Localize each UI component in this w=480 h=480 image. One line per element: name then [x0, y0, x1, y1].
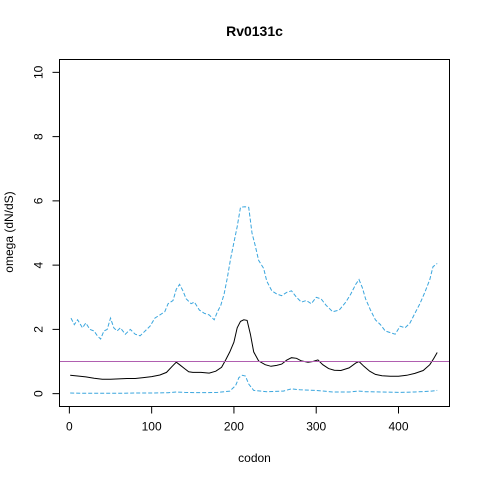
series-line-estimate [70, 319, 438, 380]
x-axis: 0 100 200 300 400 [66, 406, 409, 434]
x-tick-label: 0 [66, 420, 73, 434]
plot-area [59, 59, 450, 407]
x-tick-label: 200 [224, 420, 244, 434]
y-tick-label: 0 [32, 390, 46, 397]
series-line-lower [70, 374, 438, 394]
series-layer [70, 206, 438, 394]
x-tick-label: 400 [388, 420, 408, 434]
y-axis-label: omega (dN/dS) [2, 191, 16, 272]
y-tick-label: 8 [32, 133, 46, 140]
y-tick-label: 6 [32, 197, 46, 204]
series-line-upper [70, 206, 438, 340]
x-tick-label: 100 [142, 420, 162, 434]
y-axis: 0 2 4 6 8 10 [32, 65, 60, 397]
x-axis-label: codon [238, 451, 271, 465]
chart-title: Rv0131c [226, 23, 283, 39]
y-tick-label: 2 [32, 326, 46, 333]
plot-frame [59, 59, 450, 407]
y-tick-label: 4 [32, 261, 46, 268]
x-tick-label: 300 [306, 420, 326, 434]
y-tick-label: 10 [32, 65, 46, 79]
